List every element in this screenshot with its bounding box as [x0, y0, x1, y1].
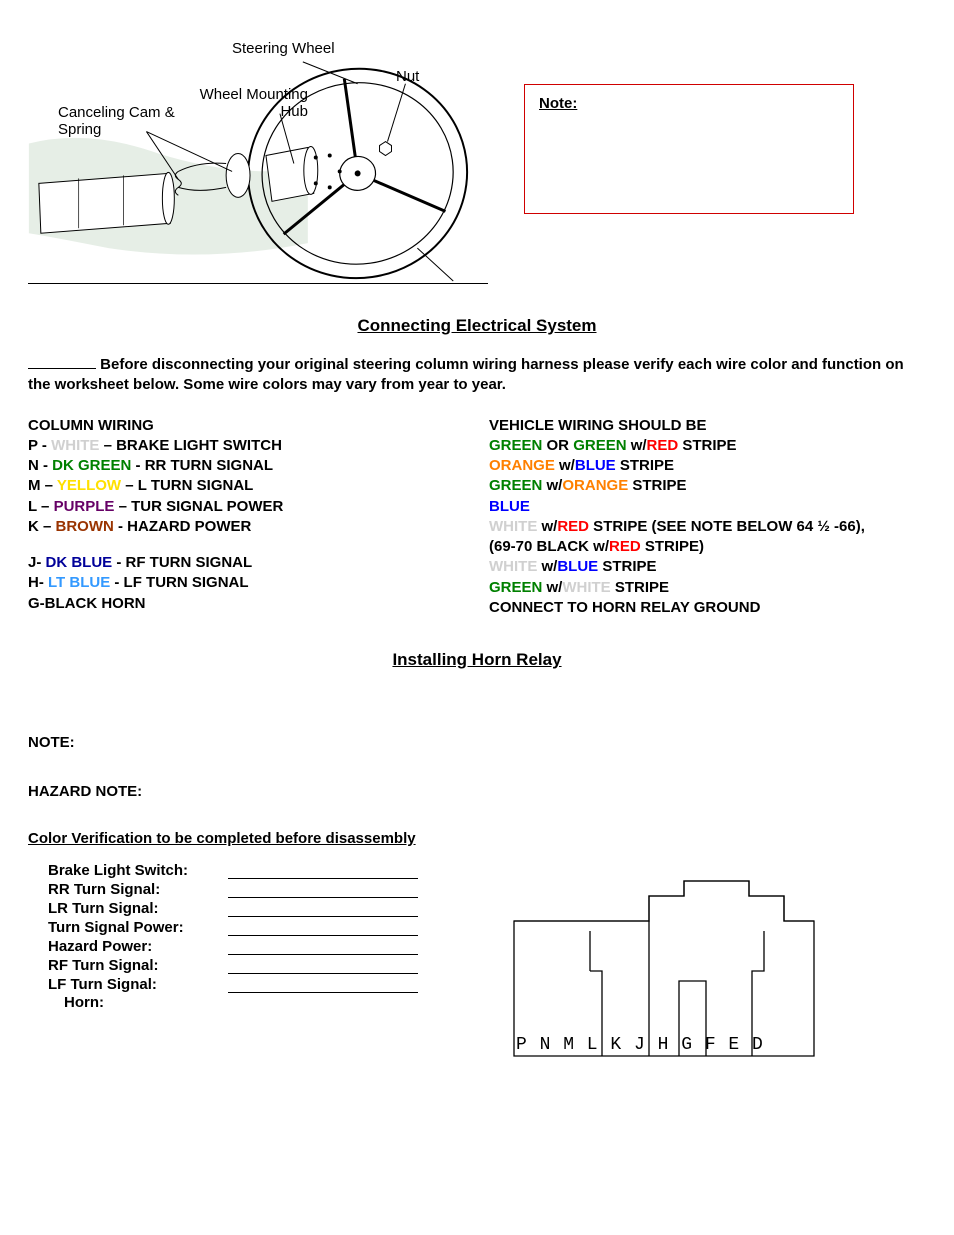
- column-wiring-header: COLUMN WIRING: [28, 416, 465, 436]
- steering-diagram-wrap: Steering Wheel Wheel Mounting Hub Nut Ca…: [28, 24, 488, 284]
- column-wiring-row: J- DK BLUE - RF TURN SIGNAL: [28, 553, 465, 573]
- verify-wrap: Brake Light Switch: RR Turn Signal: LR Tur…: [28, 861, 926, 1065]
- verify-horn-label: Horn:: [64, 994, 228, 1011]
- column-wiring-row: P - WHITE – BRAKE LIGHT SWITCH: [28, 436, 465, 456]
- verify-header: Color Verification to be completed befor…: [28, 830, 926, 847]
- column-wiring-row: G-BLACK HORN: [28, 594, 465, 614]
- verify-blank-line[interactable]: [228, 903, 418, 917]
- vehicle-wiring-row: GREEN w/WHITE STRIPE: [489, 578, 926, 598]
- verify-item-label: LR Turn Signal:: [48, 900, 228, 917]
- verify-item: Turn Signal Power:: [48, 918, 468, 937]
- column-wiring: COLUMN WIRING P - WHITE – BRAKE LIGHT SW…: [28, 416, 465, 619]
- intro-blank[interactable]: [28, 354, 96, 369]
- label-canceling-cam: Canceling Cam & Spring: [58, 104, 175, 138]
- label-nut: Nut: [396, 68, 419, 85]
- verify-item-label: RF Turn Signal:: [48, 957, 228, 974]
- vehicle-wiring-row: CONNECT TO HORN RELAY GROUND: [489, 598, 926, 618]
- steering-diagram: Steering Wheel Wheel Mounting Hub Nut Ca…: [28, 24, 488, 284]
- label-wheel-hub: Wheel Mounting Hub: [198, 86, 308, 120]
- vehicle-wiring-row: GREEN w/ORANGE STRIPE: [489, 476, 926, 496]
- top-row: Steering Wheel Wheel Mounting Hub Nut Ca…: [28, 24, 926, 284]
- verify-blank-line[interactable]: [228, 960, 418, 974]
- verify-item-label: RR Turn Signal:: [48, 881, 228, 898]
- vehicle-wiring-row: WHITE w/BLUE STRIPE: [489, 557, 926, 577]
- verify-blank-line[interactable]: [228, 884, 418, 898]
- connector-letters: P N M L K J H G F E D: [516, 1035, 764, 1055]
- vehicle-wiring-row: WHITE w/RED STRIPE (SEE NOTE BELOW 64 ½ …: [489, 517, 926, 537]
- verify-item-label: LF Turn Signal:: [48, 976, 228, 993]
- connector-svg: P N M L K J H G F E D: [504, 861, 824, 1061]
- wiring-columns: COLUMN WIRING P - WHITE – BRAKE LIGHT SW…: [28, 416, 926, 619]
- vehicle-wiring-row: ORANGE w/BLUE STRIPE: [489, 456, 926, 476]
- vehicle-wiring-row: BLUE: [489, 497, 926, 517]
- connector-diagram: P N M L K J H G F E D: [504, 861, 824, 1065]
- verify-item: LR Turn Signal:: [48, 899, 468, 918]
- vehicle-wiring-row: (69-70 BLACK w/RED STRIPE): [489, 537, 926, 557]
- column-wiring-row: N - DK GREEN - RR TURN SIGNAL: [28, 456, 465, 476]
- vehicle-wiring-header: VEHICLE WIRING SHOULD BE: [489, 416, 926, 436]
- note-label: NOTE:: [28, 734, 926, 751]
- verify-item-label: Brake Light Switch:: [48, 862, 228, 879]
- vehicle-wiring-row: GREEN OR GREEN w/RED STRIPE: [489, 436, 926, 456]
- steering-svg: [28, 24, 488, 283]
- verify-blank-line[interactable]: [228, 922, 418, 936]
- verify-blank-line[interactable]: [228, 979, 418, 993]
- intro-text: Before disconnecting your original steer…: [28, 354, 926, 396]
- verify-item: Brake Light Switch:: [48, 861, 468, 880]
- verify-blank-line[interactable]: [228, 941, 418, 955]
- column-wiring-row: K – BROWN - HAZARD POWER: [28, 517, 465, 537]
- section-connecting-title: Connecting Electrical System: [28, 316, 926, 336]
- verify-item: LF Turn Signal:: [48, 975, 468, 994]
- intro-body: Before disconnecting your original steer…: [28, 356, 904, 393]
- hazard-note-label: HAZARD NOTE:: [28, 783, 926, 800]
- label-steering-wheel: Steering Wheel: [232, 40, 335, 57]
- note-box: Note:: [524, 84, 854, 214]
- column-wiring-row: L – PURPLE – TUR SIGNAL POWER: [28, 497, 465, 517]
- note-title: Note:: [539, 95, 577, 112]
- column-wiring-row: M – YELLOW – L TURN SIGNAL: [28, 476, 465, 496]
- verify-item: RR Turn Signal:: [48, 880, 468, 899]
- column-wiring-row: H- LT BLUE - LF TURN SIGNAL: [28, 573, 465, 593]
- verify-item: Hazard Power:: [48, 937, 468, 956]
- section-horn-title: Installing Horn Relay: [28, 650, 926, 670]
- verify-item-label: Turn Signal Power:: [48, 919, 228, 936]
- vehicle-wiring: VEHICLE WIRING SHOULD BE GREEN OR GREEN …: [489, 416, 926, 619]
- verify-blank-line[interactable]: [228, 865, 418, 879]
- verify-horn-row: Horn:: [28, 994, 468, 1011]
- verify-item: RF Turn Signal:: [48, 956, 468, 975]
- verify-list: Brake Light Switch: RR Turn Signal: LR Tur…: [28, 861, 468, 1011]
- verify-item-label: Hazard Power:: [48, 938, 228, 955]
